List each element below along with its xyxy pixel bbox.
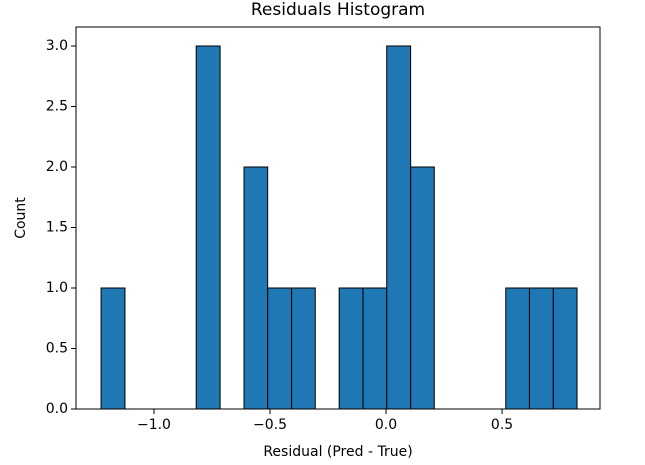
x-axis-label: Residual (Pred - True) <box>263 444 412 460</box>
bar <box>386 45 412 410</box>
y-tick-label: 1.5 <box>46 219 68 235</box>
chart-title: Residuals Histogram <box>251 0 425 20</box>
bar <box>410 166 435 410</box>
bar <box>195 45 221 410</box>
y-tick-label: 0.0 <box>46 401 68 417</box>
bar <box>243 166 269 410</box>
y-tick-label: 0.5 <box>46 340 68 356</box>
x-tick-label: 0.0 <box>375 417 397 433</box>
bar <box>291 287 316 410</box>
bar <box>362 287 388 410</box>
y-tick-label: 2.5 <box>46 98 68 114</box>
bar <box>100 287 126 410</box>
bar <box>338 287 364 410</box>
plot-frame <box>75 26 601 410</box>
bar <box>528 287 554 410</box>
bar <box>505 287 530 410</box>
y-tick-label: 2.0 <box>46 159 68 175</box>
y-tick-label: 3.0 <box>46 38 68 54</box>
bar <box>552 287 578 410</box>
x-tick-label: −1.0 <box>137 417 171 433</box>
y-tick-label: 1.0 <box>46 280 68 296</box>
bar <box>267 287 293 410</box>
x-tick-label: 0.5 <box>491 417 513 433</box>
x-tick-label: −0.5 <box>253 417 287 433</box>
y-axis-label: Count <box>13 197 29 239</box>
